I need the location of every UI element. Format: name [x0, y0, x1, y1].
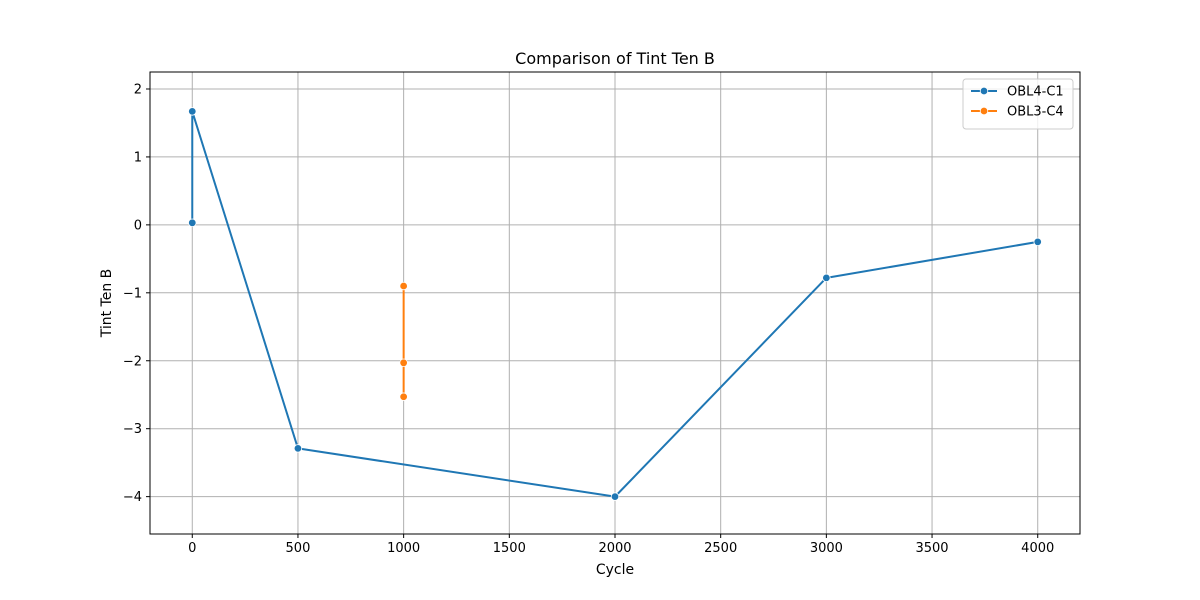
- x-tick-label: 4000: [1021, 541, 1054, 556]
- x-tick-label: 2500: [704, 541, 737, 556]
- data-point: [399, 358, 408, 367]
- data-point: [188, 218, 197, 228]
- x-tick-label: 1000: [387, 541, 420, 556]
- legend-marker: [979, 106, 989, 116]
- y-tick-label: 1: [134, 150, 142, 165]
- series-layer: [188, 107, 1042, 501]
- legend-item: OBL4-C1: [971, 85, 1064, 100]
- legend-label: OBL3-C4: [1007, 105, 1064, 120]
- data-point: [293, 444, 303, 453]
- x-tick-label: 3000: [810, 541, 843, 556]
- y-tick-label: −4: [123, 490, 142, 505]
- data-point: [822, 273, 831, 283]
- x-tick-label: 2000: [598, 541, 631, 556]
- series-obl4-c1: [188, 107, 1042, 501]
- legend-marker: [979, 86, 989, 96]
- series-obl3-c4: [399, 281, 408, 401]
- data-point: [1033, 237, 1042, 247]
- y-tick-label: −3: [123, 422, 142, 437]
- chart-title: Comparison of Tint Ten B: [515, 49, 715, 68]
- legend-label: OBL4-C1: [1007, 85, 1064, 100]
- y-tick-label: 0: [134, 218, 142, 233]
- x-tick-label: 500: [286, 541, 311, 556]
- grid-lines: [150, 72, 1080, 534]
- axis-ticks: 0 500 1000 1500 2000 2500 3000 3500 4000 2 1 0 −1 −2 −…: [123, 82, 1054, 556]
- y-tick-label: −2: [123, 354, 142, 369]
- y-axis-label: Tint Ten B: [99, 269, 115, 339]
- data-point: [610, 492, 620, 501]
- legend-item: OBL3-C4: [971, 105, 1064, 120]
- legend: OBL4-C1 OBL3-C4: [962, 78, 1074, 130]
- series-line: [191, 110, 1039, 498]
- x-tick-label: 3500: [915, 541, 948, 556]
- data-point: [399, 281, 408, 291]
- y-tick-label: 2: [134, 82, 142, 97]
- x-axis-label: Cycle: [596, 562, 634, 578]
- y-tick-label: −1: [123, 286, 142, 301]
- data-point: [399, 392, 408, 401]
- data-point: [188, 107, 197, 116]
- x-tick-label: 1500: [493, 541, 526, 556]
- x-tick-label: 0: [188, 541, 196, 556]
